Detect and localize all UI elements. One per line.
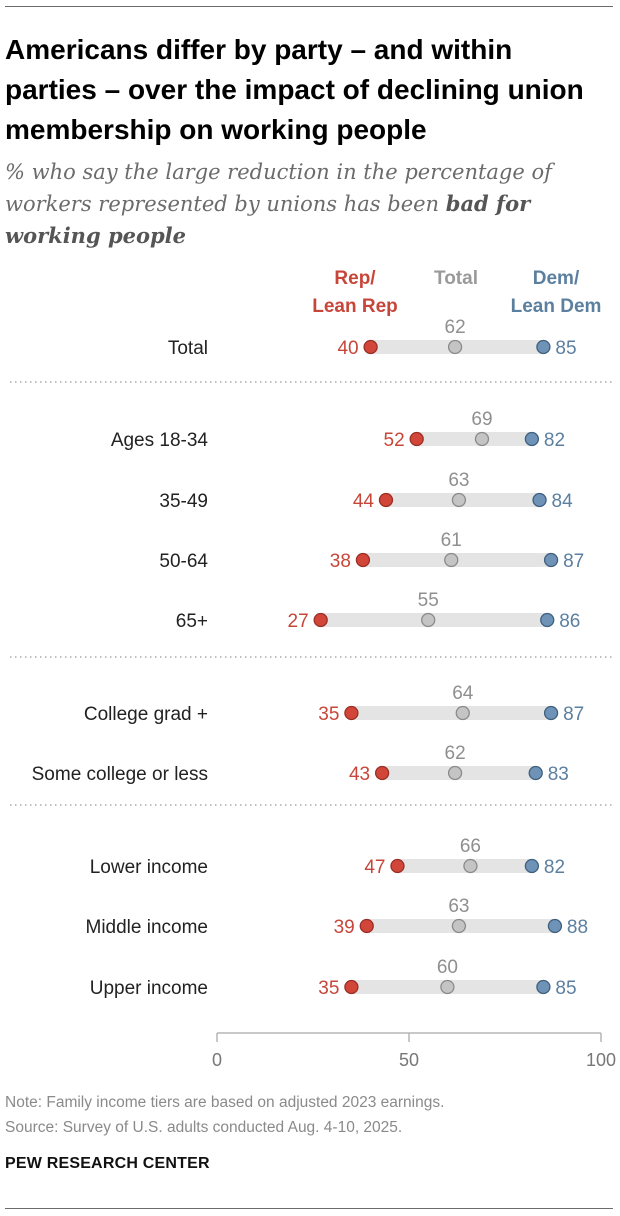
top-rule	[5, 6, 613, 7]
rep-value-label: 40	[337, 338, 358, 359]
range-bar	[351, 706, 552, 720]
bottom-rule	[5, 1208, 613, 1209]
dem-dot	[543, 552, 559, 568]
total-dot	[447, 339, 463, 355]
dem-dot	[528, 765, 543, 781]
chart-title: Americans differ by party – and within p…	[5, 34, 584, 145]
note-text: Note: Family income tiers are based on a…	[5, 1094, 445, 1111]
brand-logo-text: PEW RESEARCH CENTER	[5, 1155, 210, 1172]
legend-rep: Rep/Lean Rep	[312, 268, 398, 317]
range-bar	[416, 432, 532, 446]
category-label: 35-49	[159, 491, 208, 512]
dem-dot	[524, 858, 540, 874]
total-dot	[447, 765, 463, 781]
category-label: Lower income	[90, 857, 208, 878]
rep-value-label: 43	[349, 764, 370, 785]
total-value-label: 62	[445, 317, 466, 338]
total-value-label: 61	[441, 530, 462, 551]
x-tick-label: 100	[586, 1050, 616, 1070]
total-value-label: 62	[445, 743, 466, 764]
total-value-label: 60	[437, 957, 458, 978]
total-value-label: 63	[448, 896, 469, 917]
rep-dot	[374, 765, 390, 781]
rep-dot	[390, 858, 405, 874]
category-label: Some college or less	[32, 764, 208, 785]
category-label: Upper income	[90, 978, 208, 999]
dem-value-label: 83	[548, 764, 569, 785]
total-dot	[463, 858, 478, 874]
rep-dot	[363, 339, 378, 355]
dem-dot	[536, 339, 551, 355]
dot-plot-chart: Total 40 62 85 Ages 18-34 52 69 82 35-49 44 63 84 50…	[10, 317, 616, 1070]
total-value-label: 55	[418, 590, 439, 611]
dem-dot	[543, 705, 559, 721]
rep-dot	[344, 979, 359, 995]
rep-dot	[359, 918, 374, 934]
rep-value-label: 52	[384, 430, 405, 451]
chart-notes: Note: Family income tiers are based on a…	[5, 1090, 605, 1140]
dem-value-label: 85	[555, 978, 576, 999]
total-dot	[451, 918, 467, 934]
chart-subtitle: % who say the large reduction in the per…	[5, 156, 605, 252]
category-label: 65+	[176, 611, 208, 632]
category-label: Total	[168, 338, 208, 359]
rep-dot	[378, 492, 394, 508]
total-dot	[444, 552, 459, 568]
dem-value-label: 87	[563, 704, 584, 725]
category-label: College grad +	[84, 704, 208, 725]
total-dot	[421, 612, 436, 628]
rep-value-label: 35	[318, 704, 339, 725]
dem-value-label: 82	[544, 857, 565, 878]
dem-value-label: 84	[552, 491, 574, 512]
dem-dot	[536, 979, 551, 995]
rep-dot	[355, 552, 371, 568]
category-label: Ages 18-34	[111, 430, 209, 451]
dem-dot	[524, 431, 540, 447]
x-tick-label: 0	[212, 1050, 222, 1070]
x-tick-label: 50	[399, 1050, 419, 1070]
total-dot	[451, 492, 467, 508]
rep-value-label: 44	[353, 491, 375, 512]
rep-dot	[344, 705, 359, 721]
rep-value-label: 47	[364, 857, 385, 878]
rep-value-label: 38	[330, 551, 351, 572]
dem-dot	[547, 918, 563, 934]
total-dot	[474, 431, 490, 447]
legend-total: Total	[434, 268, 478, 289]
dem-value-label: 82	[544, 430, 565, 451]
total-value-label: 64	[452, 683, 474, 704]
rep-value-label: 35	[318, 978, 339, 999]
legend-dem: Dem/Lean Dem	[510, 268, 602, 317]
dem-value-label: 88	[567, 917, 588, 938]
total-value-label: 66	[460, 836, 481, 857]
source-text: Source: Survey of U.S. adults conducted …	[5, 1119, 403, 1136]
category-label: Middle income	[86, 917, 209, 938]
dem-dot	[540, 612, 555, 628]
total-value-label: 69	[471, 409, 492, 430]
dem-dot	[532, 492, 547, 508]
dem-value-label: 87	[563, 551, 584, 572]
category-label: 50-64	[159, 551, 208, 572]
rep-dot	[409, 431, 424, 447]
total-dot	[455, 705, 470, 721]
dem-value-label: 85	[555, 338, 576, 359]
total-dot	[440, 979, 455, 995]
dem-value-label: 86	[559, 611, 580, 632]
total-value-label: 63	[448, 470, 469, 491]
rep-value-label: 39	[334, 917, 355, 938]
subtitle-text: % who say the large reduction in the per…	[5, 160, 552, 216]
subtitle-emphasis: bad for working people	[5, 191, 531, 248]
rep-value-label: 27	[288, 611, 309, 632]
rep-dot	[313, 612, 328, 628]
